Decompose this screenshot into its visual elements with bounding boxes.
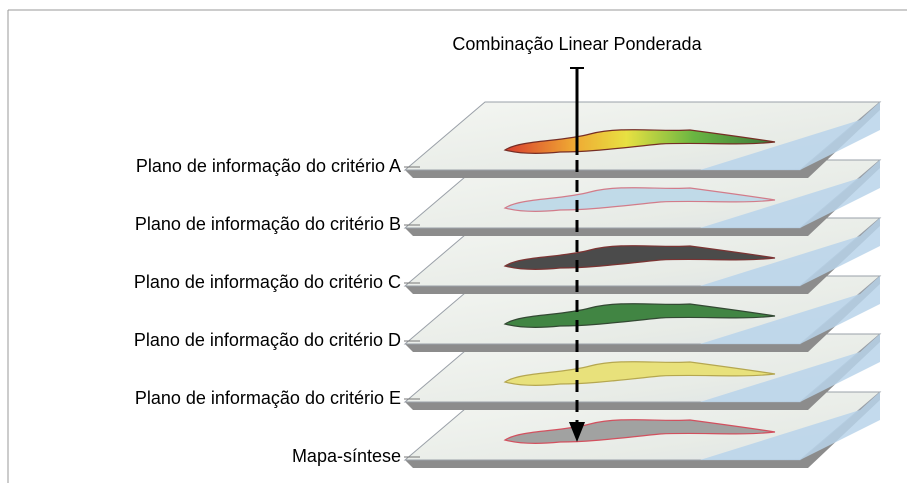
map-region [503, 419, 776, 444]
water [700, 160, 880, 228]
layer-label: Plano de informação do critério A [136, 156, 401, 176]
layer-label: Plano de informação do critério C [134, 272, 401, 292]
map-region [503, 187, 776, 212]
water [700, 392, 880, 460]
layer-label: Plano de informação do critério B [135, 214, 401, 234]
map-region [503, 129, 776, 154]
water [700, 334, 880, 402]
title: Combinação Linear Ponderada [452, 34, 702, 54]
map-region [503, 245, 776, 270]
map-region [503, 361, 776, 386]
layer-label: Plano de informação do critério D [134, 330, 401, 350]
map-region [503, 303, 776, 328]
flow-arrow [569, 67, 585, 442]
layer: Plano de informação do critério A [136, 101, 882, 178]
water [700, 102, 880, 170]
layer-label: Mapa-síntese [292, 446, 401, 466]
water [700, 218, 880, 286]
layers: Mapa-síntese Plano de informação do crité… [134, 101, 882, 468]
layer-label: Plano de informação do critério E [135, 388, 401, 408]
water [700, 276, 880, 344]
